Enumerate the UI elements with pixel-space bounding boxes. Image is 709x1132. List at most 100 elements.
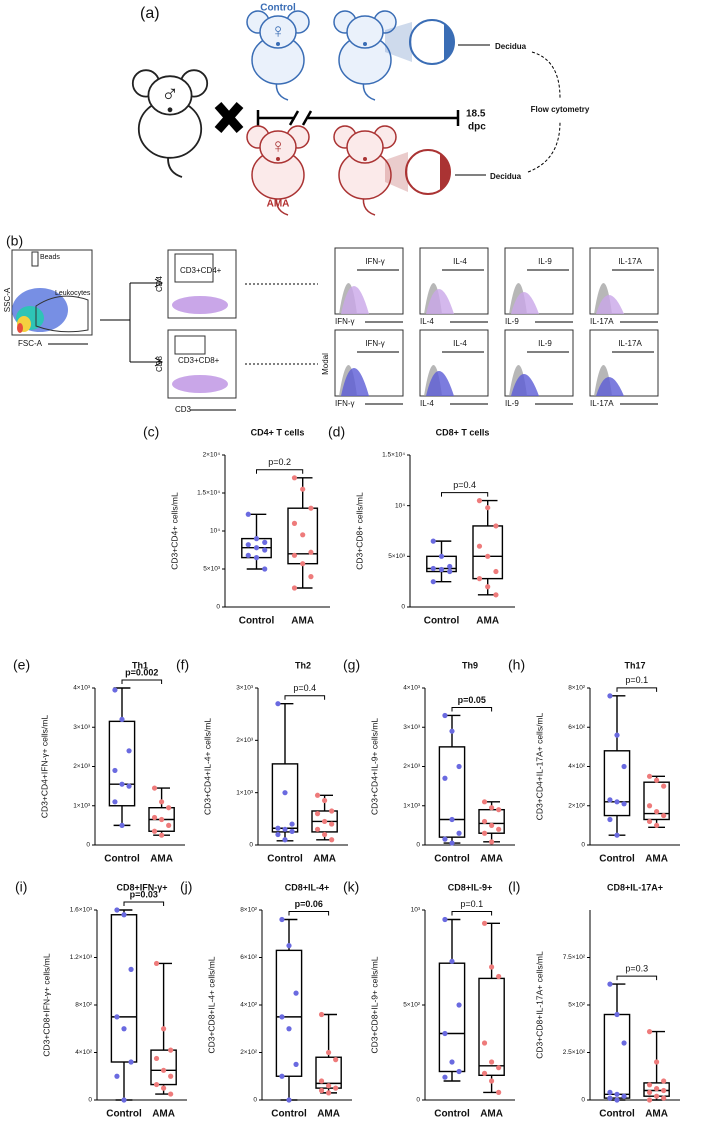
y-axis-label: CD3+CD4+IL-9+ cells/mL bbox=[369, 718, 379, 815]
box bbox=[478, 977, 505, 1077]
box bbox=[438, 746, 466, 838]
axis-label: CD3 bbox=[175, 405, 192, 414]
data-point bbox=[114, 907, 120, 913]
mouse-nose bbox=[167, 107, 173, 113]
mouse-head bbox=[259, 15, 297, 49]
data-point bbox=[308, 505, 314, 511]
significance-bracket bbox=[123, 901, 165, 906]
data-point bbox=[333, 1057, 339, 1063]
gate bbox=[31, 251, 39, 267]
data-point bbox=[121, 912, 127, 918]
data-point bbox=[646, 803, 653, 809]
data-point bbox=[621, 801, 627, 807]
data-point bbox=[661, 1095, 667, 1101]
y-axis-label: CD3+CD8+IL-4+ cells/mL bbox=[206, 956, 216, 1053]
x-tick-label: Control bbox=[424, 616, 460, 627]
y-tick-label: 2.5×10² bbox=[563, 1049, 586, 1056]
sex-symbol: ♀ bbox=[271, 135, 286, 157]
data-point bbox=[153, 1081, 160, 1088]
data-point bbox=[329, 837, 335, 843]
y-tick-label: 0 bbox=[416, 842, 420, 849]
panel-label: (j) bbox=[180, 879, 192, 895]
data-point bbox=[481, 920, 488, 926]
data-point bbox=[489, 839, 495, 845]
data-point bbox=[289, 828, 295, 834]
gate-label: Leukocytes bbox=[55, 290, 91, 297]
data-point bbox=[489, 1059, 495, 1065]
data-point bbox=[314, 792, 321, 798]
data-point bbox=[112, 767, 118, 774]
data-point bbox=[151, 814, 158, 821]
p-value: p=0.2 bbox=[268, 457, 291, 467]
axis-label: IFN-γ bbox=[335, 317, 355, 326]
x-tick-label: Control bbox=[267, 854, 303, 865]
y-tick-label: 1×10³ bbox=[236, 789, 254, 796]
data-point bbox=[476, 498, 483, 504]
mouse-nose bbox=[276, 157, 280, 161]
chart-title: CD8+IL-4+ bbox=[285, 882, 330, 892]
chart-title: CD8+IFN-γ+ bbox=[116, 882, 167, 892]
histogram-curve bbox=[511, 374, 539, 396]
y-tick-label: 8×10² bbox=[568, 685, 586, 692]
data-point bbox=[286, 1097, 292, 1103]
panel-label: (c) bbox=[143, 424, 159, 440]
axis-label: IL-4 bbox=[420, 317, 434, 326]
histogram-curve bbox=[596, 295, 624, 314]
histogram-curve bbox=[426, 289, 454, 314]
data-point bbox=[661, 783, 667, 789]
axis-label: Modal bbox=[321, 353, 330, 375]
gate-label: IL-17A bbox=[618, 339, 642, 348]
data-point bbox=[168, 1047, 174, 1053]
panel-label: (l) bbox=[508, 879, 520, 895]
y-tick-label: 10⁴ bbox=[395, 502, 405, 509]
data-point bbox=[485, 553, 491, 559]
significance-bracket bbox=[451, 706, 493, 712]
p-value: p=0.4 bbox=[453, 480, 476, 490]
chart-title: Th9 bbox=[462, 660, 478, 670]
cell-cloud bbox=[17, 323, 23, 333]
data-point bbox=[607, 1095, 613, 1101]
gate bbox=[174, 253, 214, 283]
panel-label: (e) bbox=[13, 657, 30, 673]
data-point bbox=[262, 547, 268, 553]
p-value: p=0.4 bbox=[293, 683, 316, 693]
chart-title: CD8+IL-9+ bbox=[448, 882, 493, 892]
significance-bracket bbox=[616, 975, 658, 981]
data-point bbox=[286, 943, 292, 949]
data-point bbox=[126, 783, 132, 789]
cell-cloud bbox=[172, 296, 228, 314]
box bbox=[271, 763, 299, 833]
y-tick-label: 4×10² bbox=[75, 1049, 93, 1056]
p-value: p=0.1 bbox=[625, 675, 648, 685]
x-tick-label: AMA bbox=[645, 1109, 668, 1120]
gate-label: IL-17A bbox=[618, 257, 642, 266]
data-point bbox=[121, 1026, 127, 1032]
data-point bbox=[489, 1078, 495, 1084]
cross bbox=[214, 102, 244, 133]
mouse-head bbox=[346, 130, 384, 164]
data-point bbox=[447, 568, 453, 575]
data-point bbox=[646, 773, 653, 779]
data-point bbox=[329, 821, 335, 827]
data-point bbox=[496, 1089, 502, 1095]
data-point bbox=[614, 799, 620, 805]
data-point bbox=[293, 1061, 299, 1067]
timeline-break bbox=[301, 110, 313, 126]
mouse-head bbox=[259, 130, 297, 164]
p-value: p=0.06 bbox=[295, 899, 323, 909]
chart-title: Th17 bbox=[624, 660, 645, 670]
y-tick-label: 0 bbox=[581, 1097, 585, 1104]
axis-label: IL-9 bbox=[505, 317, 519, 326]
data-point bbox=[654, 809, 660, 815]
data-point bbox=[112, 687, 118, 693]
mouse: ♀ bbox=[246, 125, 310, 216]
data-point bbox=[282, 790, 288, 796]
panel-label: (d) bbox=[328, 424, 345, 440]
data-point bbox=[326, 1083, 332, 1089]
y-tick-label: 7.5×10² bbox=[563, 954, 586, 961]
box bbox=[275, 949, 303, 1077]
data-point bbox=[654, 1059, 660, 1065]
gate-label: IL-9 bbox=[538, 257, 552, 266]
data-point bbox=[126, 748, 132, 754]
data-point bbox=[442, 712, 448, 719]
